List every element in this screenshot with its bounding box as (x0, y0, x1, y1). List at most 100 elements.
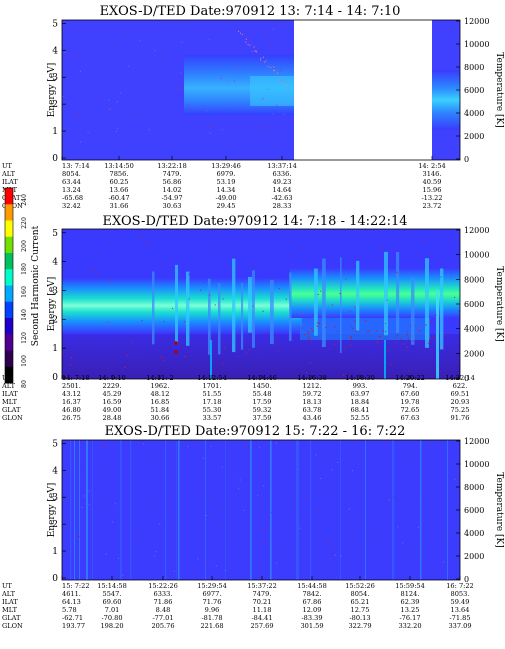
noise-dot (306, 371, 308, 373)
noise-dot (180, 72, 182, 74)
noise-dot (210, 446, 212, 448)
table-cell: -49.00 (215, 194, 236, 202)
spike (175, 264, 179, 343)
noise-dot (79, 114, 81, 116)
table-cell: 16.85 (151, 398, 170, 406)
noise-dot (441, 242, 443, 244)
table-cell: 16: 7:22 (446, 582, 474, 590)
table-cell: 52.55 (351, 414, 370, 422)
noise-dot (385, 322, 387, 324)
noise-dot (278, 288, 280, 290)
noise-dot (248, 349, 250, 351)
stripe (79, 440, 80, 580)
left-tick-label: 1 (52, 547, 58, 557)
noise-dot (162, 359, 164, 361)
table-cell: 9.96 (205, 606, 220, 614)
left-tick-label: 4 (52, 258, 58, 268)
noise-dot (188, 274, 190, 276)
noise-dot (350, 336, 352, 338)
noise-dot (284, 252, 286, 254)
noise-dot (151, 504, 153, 506)
table-cell: 2229. (103, 382, 122, 390)
table-cell: -62.71 (62, 614, 83, 622)
noise-dot (227, 81, 229, 83)
panel-2-thermal-band-right (290, 268, 460, 318)
noise-dot (414, 553, 416, 555)
noise-dot (148, 129, 150, 131)
noise-dot (262, 56, 264, 58)
panel-2-orbit-table: UTALTILATMLTGLATGLON14: 7:182501.43.1216… (1, 374, 475, 422)
table-cell: 14: 7:18 (62, 374, 90, 382)
spike (340, 257, 342, 354)
noise-dot (109, 280, 111, 282)
noise-dot (419, 556, 421, 558)
noise-dot (108, 99, 110, 101)
table-cell: 7.01 (105, 606, 120, 614)
noise-dot (200, 289, 202, 291)
noise-dot (367, 331, 369, 333)
table-cell: 55.48 (253, 390, 272, 398)
right-tick-label: 8000 (464, 275, 484, 284)
noise-dot (263, 61, 265, 63)
left-tick-label: 3 (52, 286, 58, 296)
table-cell: 257.69 (250, 622, 273, 630)
table-cell: -83.39 (301, 614, 322, 622)
noise-dot (238, 488, 240, 490)
noise-dot (139, 85, 141, 87)
table-cell: 3146. (423, 170, 442, 178)
panel-1-noise (62, 22, 287, 143)
table-cell: 15:52:26 (345, 582, 375, 590)
panel-1-orbit-table: UTALTILATMLTGLATGLON13: 7:148054.63.4413… (1, 162, 446, 210)
table-cell: 31.66 (110, 202, 129, 210)
noise-dot (423, 527, 425, 529)
noise-dot (333, 570, 335, 572)
noise-dot (400, 338, 402, 340)
colorbar-tick-label: 120 (21, 332, 28, 344)
noise-dot (333, 344, 335, 346)
noise-dot (388, 499, 390, 501)
table-cell: 49.00 (103, 406, 122, 414)
noise-dot (260, 59, 262, 61)
spike (210, 340, 212, 379)
table-cell: 14: 2:54 (418, 162, 446, 170)
table-cell: 17.18 (203, 398, 222, 406)
table-cell: 11.18 (253, 606, 272, 614)
noise-dot (109, 108, 111, 110)
noise-dot (195, 131, 197, 133)
table-cell: 8054. (62, 170, 81, 178)
noise-dot (140, 267, 142, 269)
table-cell: 205.76 (151, 622, 174, 630)
row-label: GLAT (2, 406, 21, 414)
noise-dot (325, 326, 327, 329)
noise-dot (312, 330, 314, 332)
noise-dot (209, 132, 211, 134)
table-cell: 48.12 (151, 390, 170, 398)
stripe (250, 440, 252, 580)
table-cell: 794. (403, 382, 418, 390)
noise-dot (277, 350, 279, 352)
table-cell: 71.76 (203, 598, 222, 606)
noise-dot (334, 554, 336, 556)
noise-dot (118, 557, 120, 559)
noise-dot (272, 113, 274, 115)
left-tick-label: 4 (52, 46, 58, 56)
stripe (310, 440, 312, 580)
table-cell: 14:18:30 (345, 374, 375, 382)
table-cell: 1701. (203, 382, 222, 390)
noise-dot (402, 542, 404, 544)
table-cell: 51.55 (203, 390, 222, 398)
noise-dot (283, 113, 285, 115)
table-cell: 1962. (151, 382, 170, 390)
table-cell: 20.93 (451, 398, 470, 406)
noise-dot (320, 290, 322, 292)
panel-1-ylabel-right: Temperature [K] (494, 52, 504, 128)
noise-dot (221, 466, 223, 468)
table-cell: 14:20:22 (395, 374, 425, 382)
noise-dot (310, 338, 312, 340)
table-cell: 14:16:38 (297, 374, 327, 382)
table-cell: 14:14:46 (247, 374, 277, 382)
noise-dot (174, 350, 178, 354)
noise-dot (274, 344, 276, 346)
table-cell: 43.46 (303, 414, 322, 422)
noise-dot (142, 443, 144, 445)
